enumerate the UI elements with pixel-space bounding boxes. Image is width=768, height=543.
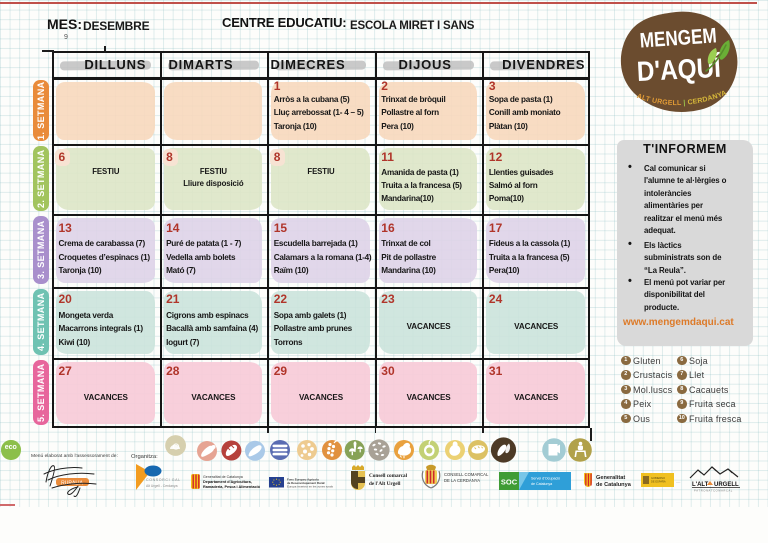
svg-text:L'ALT: L'ALT bbox=[692, 482, 709, 488]
svg-text:DE LA CERDANYA: DE LA CERDANYA bbox=[444, 478, 480, 483]
svg-text:de Catalunya: de Catalunya bbox=[531, 482, 552, 486]
svg-text:DE ESPAÑA: DE ESPAÑA bbox=[651, 479, 666, 484]
svg-text:___: ___ bbox=[675, 480, 681, 483]
svg-text:CONSELL COMARCAL: CONSELL COMARCAL bbox=[444, 472, 489, 477]
svg-text:MENGEM: MENGEM bbox=[639, 24, 717, 52]
svg-text:Europa inverteix en les zones: Europa inverteix en les zones rurals bbox=[287, 485, 334, 489]
svg-text:Generalitat: Generalitat bbox=[596, 475, 625, 481]
svg-text:Alt Urgell - Cerdanya: Alt Urgell - Cerdanya bbox=[146, 484, 178, 488]
svg-text:Generalitat de Catalunya: Generalitat de Catalunya bbox=[203, 475, 243, 479]
svg-text:Servei d'Ocupació: Servei d'Ocupació bbox=[531, 477, 560, 481]
svg-text:Departament d'Agricultura,: Departament d'Agricultura, bbox=[203, 480, 252, 484]
svg-text:Fons Europeu Agrícola: Fons Europeu Agrícola bbox=[287, 478, 319, 482]
svg-text:Consell comarcal: Consell comarcal bbox=[369, 473, 408, 479]
svg-text:de Desenvolupament Rural:: de Desenvolupament Rural: bbox=[287, 481, 325, 485]
svg-text:CONSORCI GAL: CONSORCI GAL bbox=[146, 478, 181, 482]
svg-text:URGELL: URGELL bbox=[714, 482, 739, 488]
svg-text:SOC: SOC bbox=[501, 478, 518, 487]
svg-text:de l'Alt Urgell: de l'Alt Urgell bbox=[369, 481, 401, 487]
svg-text:P A T R O N A T C O M A R C: P A T R O N A T C O M A R C A L bbox=[694, 489, 733, 493]
svg-text:de Catalunya: de Catalunya bbox=[596, 482, 632, 488]
svg-text:GOBIERNO: GOBIERNO bbox=[651, 476, 665, 480]
svg-text:Ramaderia, Pesca i Alimentació: Ramaderia, Pesca i Alimentació bbox=[203, 485, 261, 489]
